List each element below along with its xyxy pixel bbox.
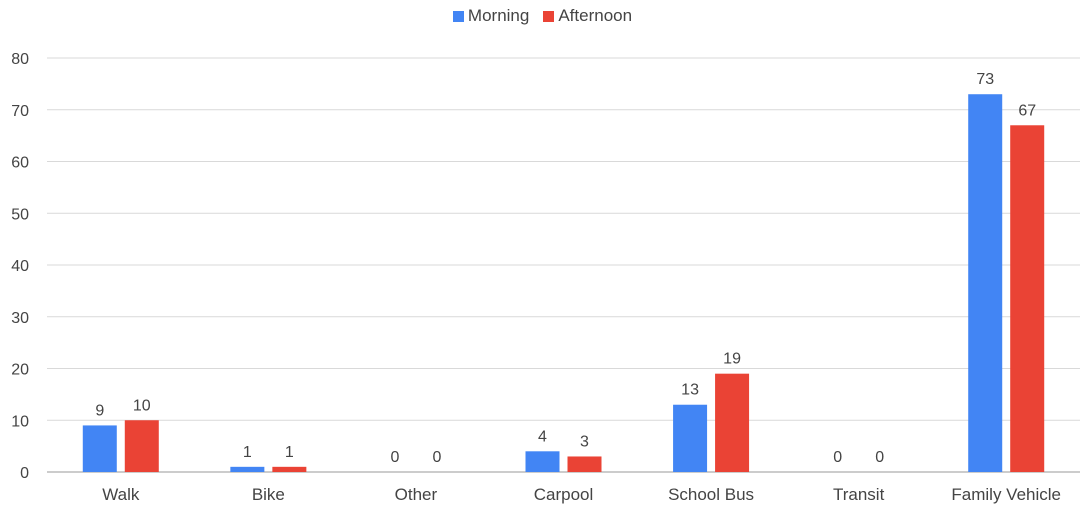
y-tick-label: 80 — [11, 51, 29, 68]
bar-morning — [230, 466, 265, 472]
y-tick-label: 20 — [11, 362, 29, 379]
x-tick-label: Walk — [102, 485, 140, 504]
legend: Morning Afternoon — [0, 6, 1085, 26]
bar-afternoon — [1010, 125, 1045, 473]
bar-afternoon — [567, 456, 602, 472]
x-tick-label: Family Vehicle — [951, 485, 1061, 504]
data-label: 0 — [875, 449, 884, 466]
y-tick-label: 70 — [11, 103, 29, 120]
x-tick-label: School Bus — [668, 485, 754, 504]
x-tick-label: Carpool — [534, 485, 594, 504]
bar-morning — [525, 451, 560, 472]
bar-morning — [968, 94, 1003, 472]
data-label: 67 — [1018, 102, 1036, 119]
data-label: 13 — [681, 382, 699, 399]
bar-afternoon — [272, 466, 307, 472]
data-label: 9 — [95, 402, 104, 419]
data-label: 0 — [833, 449, 842, 466]
legend-swatch-morning — [452, 10, 464, 22]
legend-label-afternoon: Afternoon — [558, 6, 633, 25]
data-label: 0 — [432, 449, 441, 466]
data-label: 1 — [243, 444, 252, 461]
data-label: 1 — [285, 444, 294, 461]
data-label: 10 — [133, 397, 151, 414]
legend-item-morning[interactable]: Morning — [452, 6, 530, 26]
y-tick-label: 40 — [11, 258, 29, 275]
bar-afternoon — [124, 420, 159, 472]
legend-item-afternoon[interactable]: Afternoon — [543, 6, 632, 26]
x-tick-label: Other — [395, 485, 438, 504]
data-label: 3 — [580, 433, 589, 450]
y-tick-label: 30 — [11, 310, 29, 327]
data-label: 0 — [390, 449, 399, 466]
y-tick-label: 0 — [20, 465, 29, 482]
y-tick-label: 50 — [11, 206, 29, 223]
bar-morning — [673, 404, 708, 472]
x-tick-label: Transit — [833, 485, 885, 504]
y-tick-label: 60 — [11, 155, 29, 172]
data-label: 4 — [538, 428, 547, 445]
legend-swatch-afternoon — [543, 10, 555, 22]
y-tick-label: 10 — [11, 413, 29, 430]
bar-afternoon — [715, 373, 750, 472]
data-label: 73 — [976, 71, 994, 88]
bar-morning — [82, 425, 117, 472]
legend-label-morning: Morning — [467, 6, 530, 25]
x-tick-label: Bike — [252, 485, 285, 504]
data-label: 19 — [723, 351, 741, 368]
